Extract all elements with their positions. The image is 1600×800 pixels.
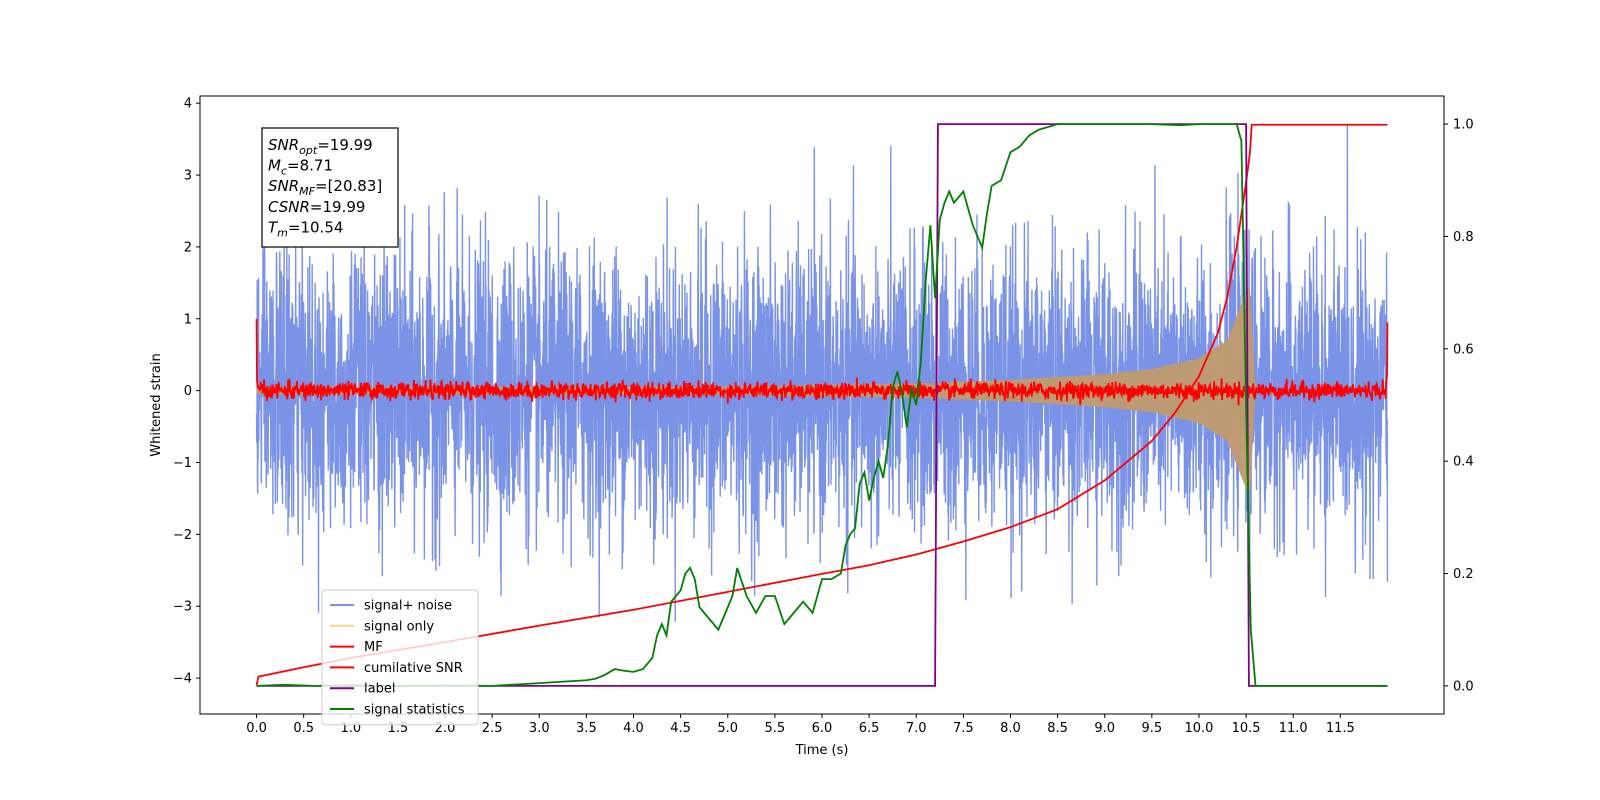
legend-label: label — [364, 682, 395, 697]
y2-tick-label: 0.2 — [1453, 567, 1474, 582]
x-tick-label: 5.0 — [717, 721, 738, 736]
x-tick-label: 8.0 — [1000, 721, 1021, 736]
x-tick-label: 11.0 — [1279, 721, 1308, 736]
y-tick-label: −4 — [173, 672, 192, 687]
y2-tick-label: 0.8 — [1453, 230, 1474, 245]
x-tick-label: 4.0 — [623, 721, 644, 736]
legend-label: signal statistics — [364, 703, 465, 718]
annotation-line: Mc=8.71 — [268, 157, 333, 178]
series-signal-statistics — [256, 123, 1388, 687]
legend-label: cumilative SNR — [364, 661, 463, 676]
x-tick-label: 4.5 — [670, 721, 691, 736]
x-tick-label: 9.0 — [1094, 721, 1115, 736]
y2-tick-label: 1.0 — [1453, 118, 1474, 133]
x-tick-label: 7.0 — [906, 721, 927, 736]
x-axis-label: Time (s) — [795, 743, 849, 758]
annotation-line: Tm=10.54 — [268, 218, 343, 239]
legend-frame — [321, 589, 479, 726]
annotation-frame — [261, 127, 399, 248]
x-tick-label: 7.5 — [953, 721, 974, 736]
x-tick-label: 3.5 — [576, 721, 597, 736]
y2-tick-label: 0.0 — [1453, 679, 1474, 694]
x-tick-label: 0.0 — [246, 721, 267, 736]
y-tick-label: 2 — [184, 240, 192, 255]
y-tick-label: 3 — [184, 169, 192, 184]
annotation-box: SNRopt=19.99Mc=8.71SNRMF=[20.83]CSNR=19.… — [261, 127, 399, 248]
y-tick-label: 1 — [184, 312, 192, 327]
legend: signal+ noise signal only MF cumilative SNR… — [321, 589, 479, 726]
y-tick-label: −2 — [173, 528, 192, 543]
y-axis-label: Whitened strain — [149, 353, 164, 456]
x-tick-label: 3.0 — [529, 721, 550, 736]
y-tick-label: −1 — [173, 456, 192, 471]
y-tick-label: 4 — [184, 97, 192, 112]
y2-tick-label: 0.4 — [1453, 455, 1474, 470]
x-tick-label: 10.0 — [1184, 721, 1213, 736]
x-tick-label: 0.5 — [293, 721, 314, 736]
annotation-line: CSNR=19.99 — [268, 198, 365, 216]
x-tick-label: 6.0 — [812, 721, 833, 736]
annotation-line: SNRopt=19.99 — [268, 136, 373, 157]
x-tick-label: 5.5 — [765, 721, 786, 736]
y2-tick-label: 0.6 — [1453, 342, 1474, 357]
x-tick-label: 6.5 — [859, 721, 880, 736]
legend-label: MF — [364, 640, 383, 655]
x-tick-label: 2.5 — [482, 721, 503, 736]
x-tick-label: 9.5 — [1142, 721, 1163, 736]
annotation-line: SNRMF=[20.83] — [268, 177, 382, 198]
series-mf — [255, 318, 1389, 406]
x-tick-label: 10.5 — [1232, 721, 1261, 736]
x-tick-label: 8.5 — [1047, 721, 1068, 736]
legend-label: signal only — [364, 619, 434, 634]
x-tick-label: 11.5 — [1326, 721, 1355, 736]
y-tick-label: 0 — [184, 384, 192, 399]
legend-label: signal+ noise — [364, 599, 452, 614]
y-tick-label: −3 — [173, 600, 192, 615]
